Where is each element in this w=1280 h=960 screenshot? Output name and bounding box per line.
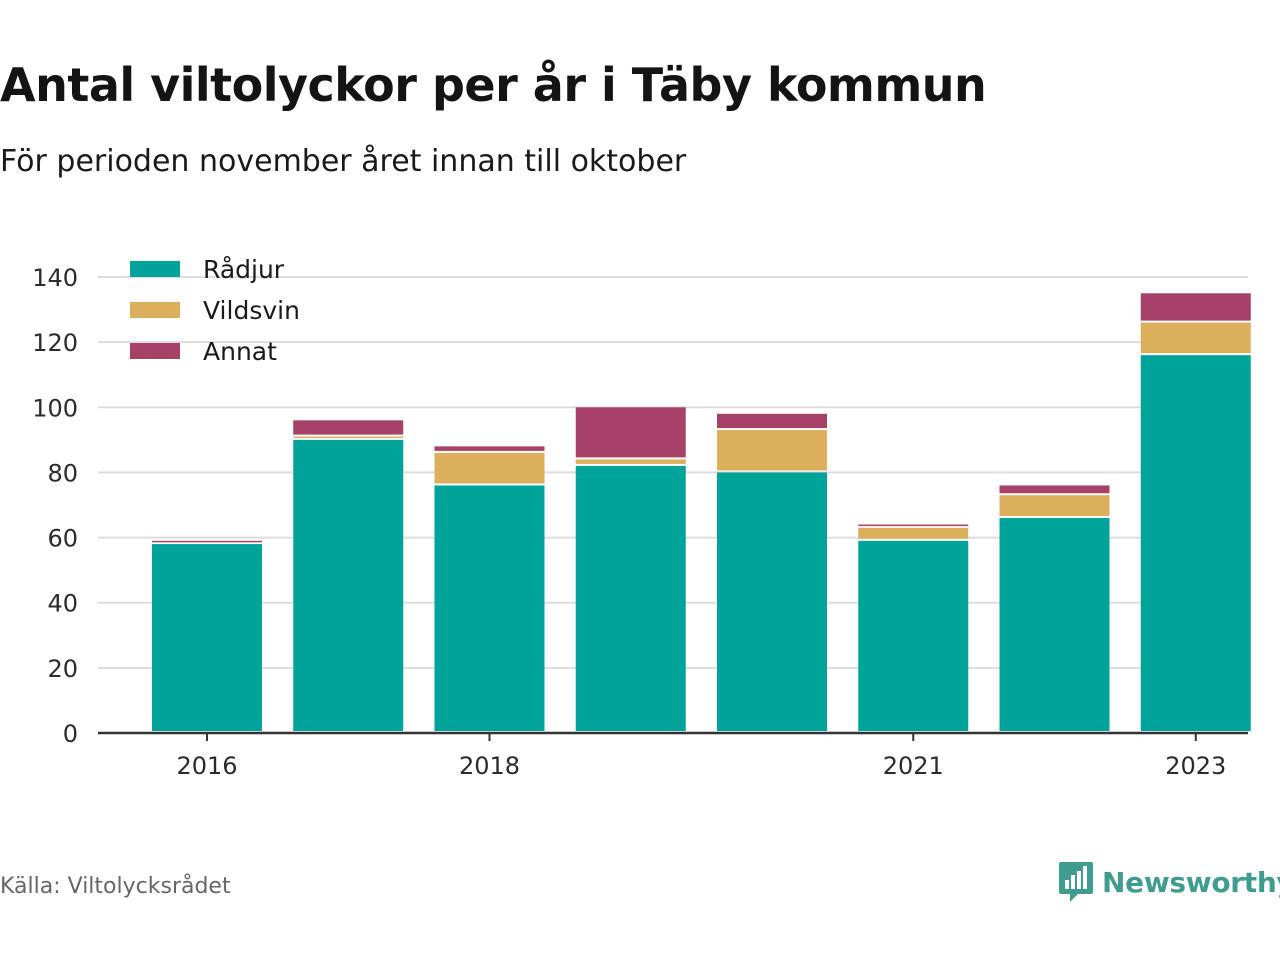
x-tick-label: 2021	[883, 752, 944, 780]
bar-vildsvin-2017	[293, 436, 404, 439]
y-tick-label: 40	[47, 590, 78, 618]
bar-annat-2019	[575, 407, 686, 458]
bar-r-djur-2019	[575, 465, 686, 731]
source-note: Källa: Viltolycksrådet	[0, 874, 231, 899]
bar-vildsvin-2018	[434, 452, 545, 484]
legend-swatch-r-djur	[130, 261, 180, 277]
bar-r-djur-2020	[717, 472, 827, 731]
bar-r-djur-2016	[152, 544, 262, 731]
legend-label: Annat	[203, 337, 277, 366]
x-tick-label: 2018	[459, 752, 520, 780]
bar-annat-2018	[434, 446, 545, 451]
x-tick-label: 2016	[176, 752, 237, 780]
bar-annat-2021	[858, 524, 969, 527]
legend-swatch-vildsvin	[130, 302, 180, 318]
y-tick-label: 140	[32, 264, 78, 292]
bar-vildsvin-2022	[999, 495, 1110, 517]
x-tick-label: 2023	[1165, 752, 1226, 780]
brand-name: Newsworthy	[1102, 865, 1280, 899]
bar-vildsvin-2019	[575, 459, 686, 464]
legend-label: Vildsvin	[203, 296, 300, 325]
bar-r-djur-2017	[293, 439, 404, 731]
bar-vildsvin-2023	[1140, 322, 1251, 354]
y-tick-label: 100	[32, 394, 78, 422]
bars	[152, 293, 1251, 731]
chart-title: Antal viltolyckor per år i Täby kommun	[0, 58, 987, 112]
bar-vildsvin-2021	[858, 527, 969, 539]
bar-annat-2017	[293, 420, 404, 435]
bar-annat-2022	[999, 485, 1110, 494]
legend: Rådjur Vildsvin Annat	[130, 255, 300, 366]
bar-annat-2023	[1140, 293, 1251, 321]
bar-annat-2020	[717, 413, 827, 429]
bar-vildsvin-2020	[717, 430, 827, 471]
bar-r-djur-2018	[434, 485, 545, 731]
y-tick-label: 20	[47, 655, 78, 683]
brand-logo: Newsworthy	[1058, 860, 1280, 904]
bar-r-djur-2022	[999, 518, 1110, 731]
axes: 0 20 40 60 80 100 120 140 2016 2018 2021 2023	[32, 264, 1248, 780]
newsworthy-logo-icon	[1059, 862, 1093, 902]
chart-subtitle: För perioden november året innan till ok…	[0, 144, 687, 179]
y-tick-label: 120	[32, 329, 78, 357]
bar-r-djur-2023	[1140, 355, 1251, 731]
legend-label: Rådjur	[203, 255, 285, 284]
bar-annat-2016	[152, 540, 262, 543]
legend-swatch-annat	[130, 343, 180, 359]
bar-r-djur-2021	[858, 540, 969, 731]
y-tick-label: 80	[47, 459, 78, 487]
y-tick-label: 60	[47, 525, 78, 553]
y-tick-label: 0	[63, 720, 78, 748]
